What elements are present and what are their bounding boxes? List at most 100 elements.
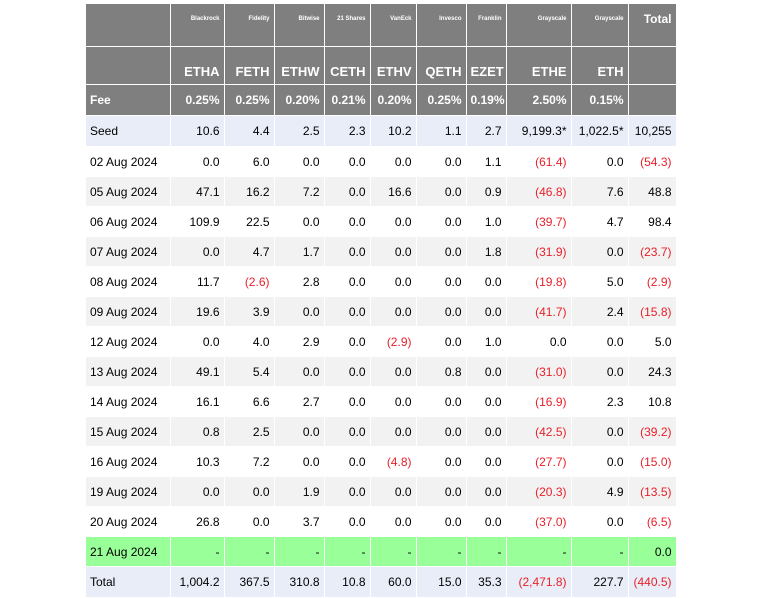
table-row: 15 Aug 2024 0.8 2.5 0.0 0.0 0.0 0.0 0.0 (42.5) 0.… [86, 416, 677, 447]
total-header: Total [628, 4, 677, 47]
flow-cell: 0.0 [416, 146, 467, 177]
flow-cell: 0.0 [324, 386, 371, 417]
row-label: 15 Aug 2024 [86, 416, 171, 447]
flow-cell: 0.0 [571, 326, 629, 357]
total-cell: (13.5) [628, 476, 677, 507]
flow-cell: 0.0 [274, 206, 325, 237]
fee-cell: 2.50% [506, 84, 572, 116]
flow-cell: 1,004.2 [170, 566, 225, 598]
flow-cell: 4.9 [571, 476, 629, 507]
flow-cell: - [370, 536, 417, 567]
flow-cell: 2.3 [324, 115, 371, 147]
flow-cell: 7.6 [571, 176, 629, 207]
flow-cell: 60.0 [370, 566, 417, 598]
issuer-header: VanEck [370, 4, 417, 47]
flow-cell: 0.0 [274, 296, 325, 327]
flow-cell: (31.0) [506, 356, 572, 387]
flow-cell: 0.0 [324, 416, 371, 447]
flow-cell: 10.3 [170, 446, 225, 477]
flow-cell: 0.0 [466, 386, 507, 417]
fee-cell: 0.25% [416, 84, 467, 116]
flow-cell: 2.7 [274, 386, 325, 417]
flow-cell: 16.2 [224, 176, 275, 207]
flow-cell: 0.0 [571, 416, 629, 447]
flow-cell: 1.7 [274, 236, 325, 267]
flow-cell: 16.1 [170, 386, 225, 417]
total-cell: (54.3) [628, 146, 677, 177]
ticker-header: ETHW [274, 46, 325, 85]
flow-cell: 3.9 [224, 296, 275, 327]
fee-cell: 0.25% [224, 84, 275, 116]
fee-cell: 0.15% [571, 84, 629, 116]
flow-cell: 4.0 [224, 326, 275, 357]
flow-cell: 0.0 [324, 326, 371, 357]
flow-cell: 10.6 [170, 115, 225, 147]
fee-cell: 0.25% [170, 84, 225, 116]
flow-cell: 1.9 [274, 476, 325, 507]
flow-cell: 0.0 [324, 146, 371, 177]
flow-cell: 16.6 [370, 176, 417, 207]
flow-cell: (39.7) [506, 206, 572, 237]
ticker-header: ETHE [506, 46, 572, 85]
flow-cell: 0.0 [224, 506, 275, 537]
row-label: 19 Aug 2024 [86, 476, 171, 507]
flow-cell: 4.7 [571, 206, 629, 237]
total-cell: 0.0 [628, 536, 677, 567]
total-cell: (23.7) [628, 236, 677, 267]
table-row: 21 Aug 2024- - - - - - - - -0.0 [86, 536, 677, 567]
issuer-header: Invesco [416, 4, 467, 47]
fee-cell: 0.19% [466, 84, 507, 116]
flow-cell: 0.0 [416, 476, 467, 507]
flow-cell: 49.1 [170, 356, 225, 387]
flow-cell: 0.0 [370, 206, 417, 237]
flow-cell: 0.0 [170, 476, 225, 507]
table-row: 16 Aug 2024 10.3 7.2 0.0 0.0 (4.8) 0.0 0.0 (27.7… [86, 446, 677, 477]
flow-cell: (41.7) [506, 296, 572, 327]
flow-cell: 2.5 [274, 115, 325, 147]
issuer-header: Grayscale [571, 4, 629, 47]
table-row: 06 Aug 2024 109.9 22.5 0.0 0.0 0.0 0.0 1.0 (39.7… [86, 206, 677, 237]
flow-cell: 0.0 [324, 236, 371, 267]
flow-cell: 5.4 [224, 356, 275, 387]
flow-cell: 2.7 [466, 115, 507, 147]
total-cell: (2.9) [628, 266, 677, 297]
flow-cell: 0.0 [324, 206, 371, 237]
flow-cell: 0.0 [324, 356, 371, 387]
total-cell: (15.8) [628, 296, 677, 327]
total-cell: 10,255 [628, 115, 677, 147]
flow-cell: - [466, 536, 507, 567]
flow-cell: 0.0 [416, 326, 467, 357]
flow-cell: 0.0 [170, 236, 225, 267]
fee-cell: 0.21% [324, 84, 371, 116]
flow-cell: 10.8 [324, 566, 371, 598]
issuer-header-row: Blackrock Fidelity Bitwise 21 Shares Van… [86, 4, 677, 47]
row-label: 13 Aug 2024 [86, 356, 171, 387]
flow-cell: 47.1 [170, 176, 225, 207]
table-row: 05 Aug 2024 47.1 16.2 7.2 0.0 16.6 0.0 0.9 (46.8… [86, 176, 677, 207]
flow-cell: 0.0 [370, 146, 417, 177]
flow-cell: 1,022.5* [571, 115, 629, 147]
flow-cell: (2.9) [370, 326, 417, 357]
flow-cell: (27.7) [506, 446, 572, 477]
total-cell: 98.4 [628, 206, 677, 237]
flow-cell: 109.9 [170, 206, 225, 237]
flow-cell: 0.0 [416, 386, 467, 417]
flow-cell: 11.7 [170, 266, 225, 297]
flow-cell: 5.0 [571, 266, 629, 297]
table-row: 13 Aug 2024 49.1 5.4 0.0 0.0 0.0 0.8 0.0 (31.0) 0… [86, 356, 677, 387]
flow-cell: 0.0 [506, 326, 572, 357]
issuer-header: 21 Shares [324, 4, 371, 47]
flow-cell: 19.6 [170, 296, 225, 327]
flow-cell: (37.0) [506, 506, 572, 537]
flow-cell: 0.0 [466, 416, 507, 447]
flow-cell: 227.7 [571, 566, 629, 598]
ticker-header: FETH [224, 46, 275, 85]
corner-cell [86, 46, 171, 85]
flow-cell: 0.0 [416, 236, 467, 267]
total-cell: (39.2) [628, 416, 677, 447]
row-label: 02 Aug 2024 [86, 146, 171, 177]
seed-row: Seed 10.6 4.4 2.5 2.3 10.2 1.1 2.7 9,199.3* 1,022… [86, 115, 677, 147]
flow-cell: 0.0 [370, 506, 417, 537]
flow-cell: (42.5) [506, 416, 572, 447]
total-cell: (6.5) [628, 506, 677, 537]
